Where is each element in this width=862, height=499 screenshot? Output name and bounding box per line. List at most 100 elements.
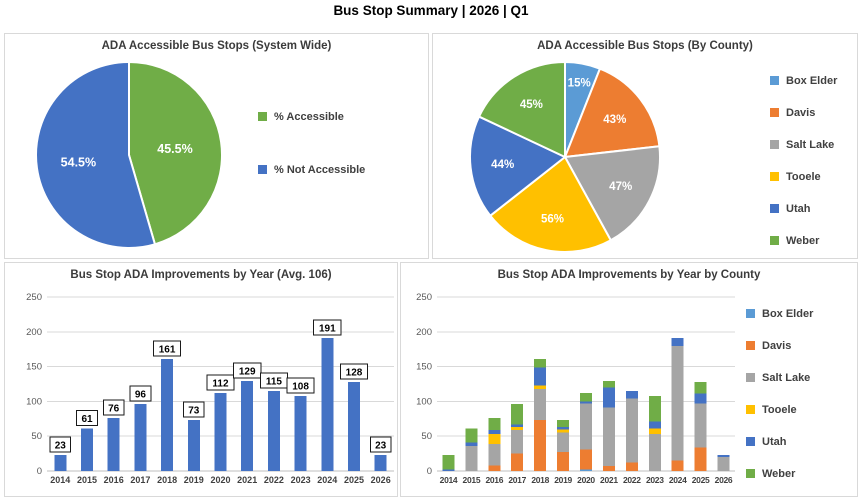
stacked-segment-2015-weber [465,428,478,443]
bar-value-label: 108 [292,381,309,392]
stacked-segment-2021-weber [602,381,615,388]
x-tick-label: 2020 [210,475,230,485]
stacked-segment-2019-weber [557,420,570,428]
bar-value-label: 115 [266,377,283,388]
y-tick-label: 150 [416,362,432,373]
legend-label: % Accessible [274,110,344,123]
bar-2014 [54,455,67,471]
chart-title-by-year: Bus Stop ADA Improvements by Year (Avg. … [70,269,332,281]
bar-value-label: 23 [55,441,67,452]
x-tick-label: 2016 [485,475,503,485]
x-tick-label: 2022 [623,475,641,485]
stacked-segment-2018-davis [534,420,547,471]
stacked-segment-2022-davis [625,462,638,471]
bar-value-box [339,363,369,380]
stacked-segment-2023-tooele [648,428,661,435]
y-tick-label: 250 [416,292,432,303]
legend-item-accessible: % Accessible [258,110,365,123]
stacked-segment-2019-tooele [557,429,570,433]
pie-slice-salt-lake [564,145,661,242]
pie-slice-utah [469,115,566,217]
stacked-segment-2018-salt-lake [534,388,547,421]
bar-2020 [214,393,227,471]
x-tick-label: 2018 [157,475,177,485]
bar-value-label: 191 [319,324,336,335]
stacked-segment-2016-tooele [488,434,501,444]
stacked-segment-2025-davis [694,447,707,471]
legend-label: Davis [762,339,792,352]
legend-label: Box Elder [786,74,838,87]
stacked-segment-2020-box-elder [580,469,592,471]
stacked-segment-2015-salt-lake [465,445,478,471]
legend-swatch-not-accessible [258,165,267,174]
stacked-segment-2023-utah [648,421,661,429]
bar-value-box [369,436,392,453]
y-tick-label: 100 [26,396,42,407]
pie-slice-tooele [489,156,612,254]
legend-system-wide: % Accessible % Not Accessible [258,110,365,176]
x-tick-label: 2021 [237,475,257,485]
x-tick-label: 2024 [317,475,337,485]
stacked-segment-2023-salt-lake [648,434,661,471]
stacked-segment-2026-utah [717,455,730,458]
legend-swatch-davis [770,108,779,117]
legend-item-utah: Utah [746,435,813,448]
bar-value-box [49,436,72,453]
panel-improvements-by-year-by-county: Bus Stop ADA Improvements by Year by Cou… [400,262,858,497]
y-tick-label: 50 [31,431,42,442]
stacked-segment-2019-salt-lake [557,432,570,453]
stacked-segment-2022-utah [625,391,638,399]
bar-value-label: 112 [212,379,229,390]
bar-2015 [81,428,93,471]
bar-value-label: 73 [188,406,200,417]
y-tick-label: 150 [26,362,42,373]
x-tick-label: 2026 [371,475,391,485]
stacked-segment-2026-salt-lake [717,457,730,471]
legend-item-tooele: Tooele [746,403,813,416]
bar-2019 [187,420,200,471]
x-tick-label: 2025 [692,475,710,485]
stacked-segment-2018-weber [534,358,547,368]
bar-value-label: 129 [239,367,256,378]
legend-label: % Not Accessible [274,163,366,176]
legend-item-utah: Utah [770,202,837,215]
stacked-segment-2024-utah [671,338,684,346]
stacked-segment-2021-utah [602,387,615,408]
stacked-segment-2022-salt-lake [625,398,638,463]
legend-swatch-box-elder [746,309,755,318]
bar-2023 [294,395,307,471]
bar-value-label: 61 [81,414,93,425]
legend-label: Box Elder [762,307,814,320]
page-title: Bus Stop Summary | 2026 | Q1 [333,3,529,18]
y-tick-label: 0 [427,466,432,477]
y-tick-label: 100 [416,396,432,407]
bar-value-box [233,362,262,379]
legend-by-year-by-county: Box Elder Davis Salt Lake Tooele Utah We… [746,307,813,480]
stacked-segment-2015-utah [465,442,478,446]
legend-item-box-elder: Box Elder [770,74,837,87]
legend-label: Tooele [786,170,821,183]
pie-slice--accessible [128,61,223,246]
stacked-segment-2014-utah [442,469,455,471]
stacked-segment-2016-davis [488,465,501,471]
legend-swatch-utah [746,437,755,446]
x-tick-label: 2023 [646,475,664,485]
y-tick-label: 0 [37,466,42,477]
bar-value-box [129,385,152,402]
x-tick-label: 2015 [463,475,481,485]
stacked-segment-2024-davis [671,460,684,471]
stacked-segment-2020-utah [580,401,592,404]
stacked-segment-2017-tooele [511,427,524,430]
bar-value-box [313,319,342,336]
y-tick-label: 200 [26,327,42,338]
x-tick-label: 2022 [264,475,284,485]
stacked-segment-2025-weber [694,381,707,394]
stacked-bar-chart-by-county: 0 50 100 150 200 250 2014 2015 2016 2017 2018 2019 2… [416,292,735,485]
stacked-segment-2019-utah [557,427,570,430]
legend-item-tooele: Tooele [770,170,837,183]
stacked-segment-2024-salt-lake [671,345,684,461]
legend-item-salt-lake: Salt Lake [770,138,837,151]
legend-item-davis: Davis [770,106,837,119]
stacked-segment-2016-weber [488,418,501,430]
